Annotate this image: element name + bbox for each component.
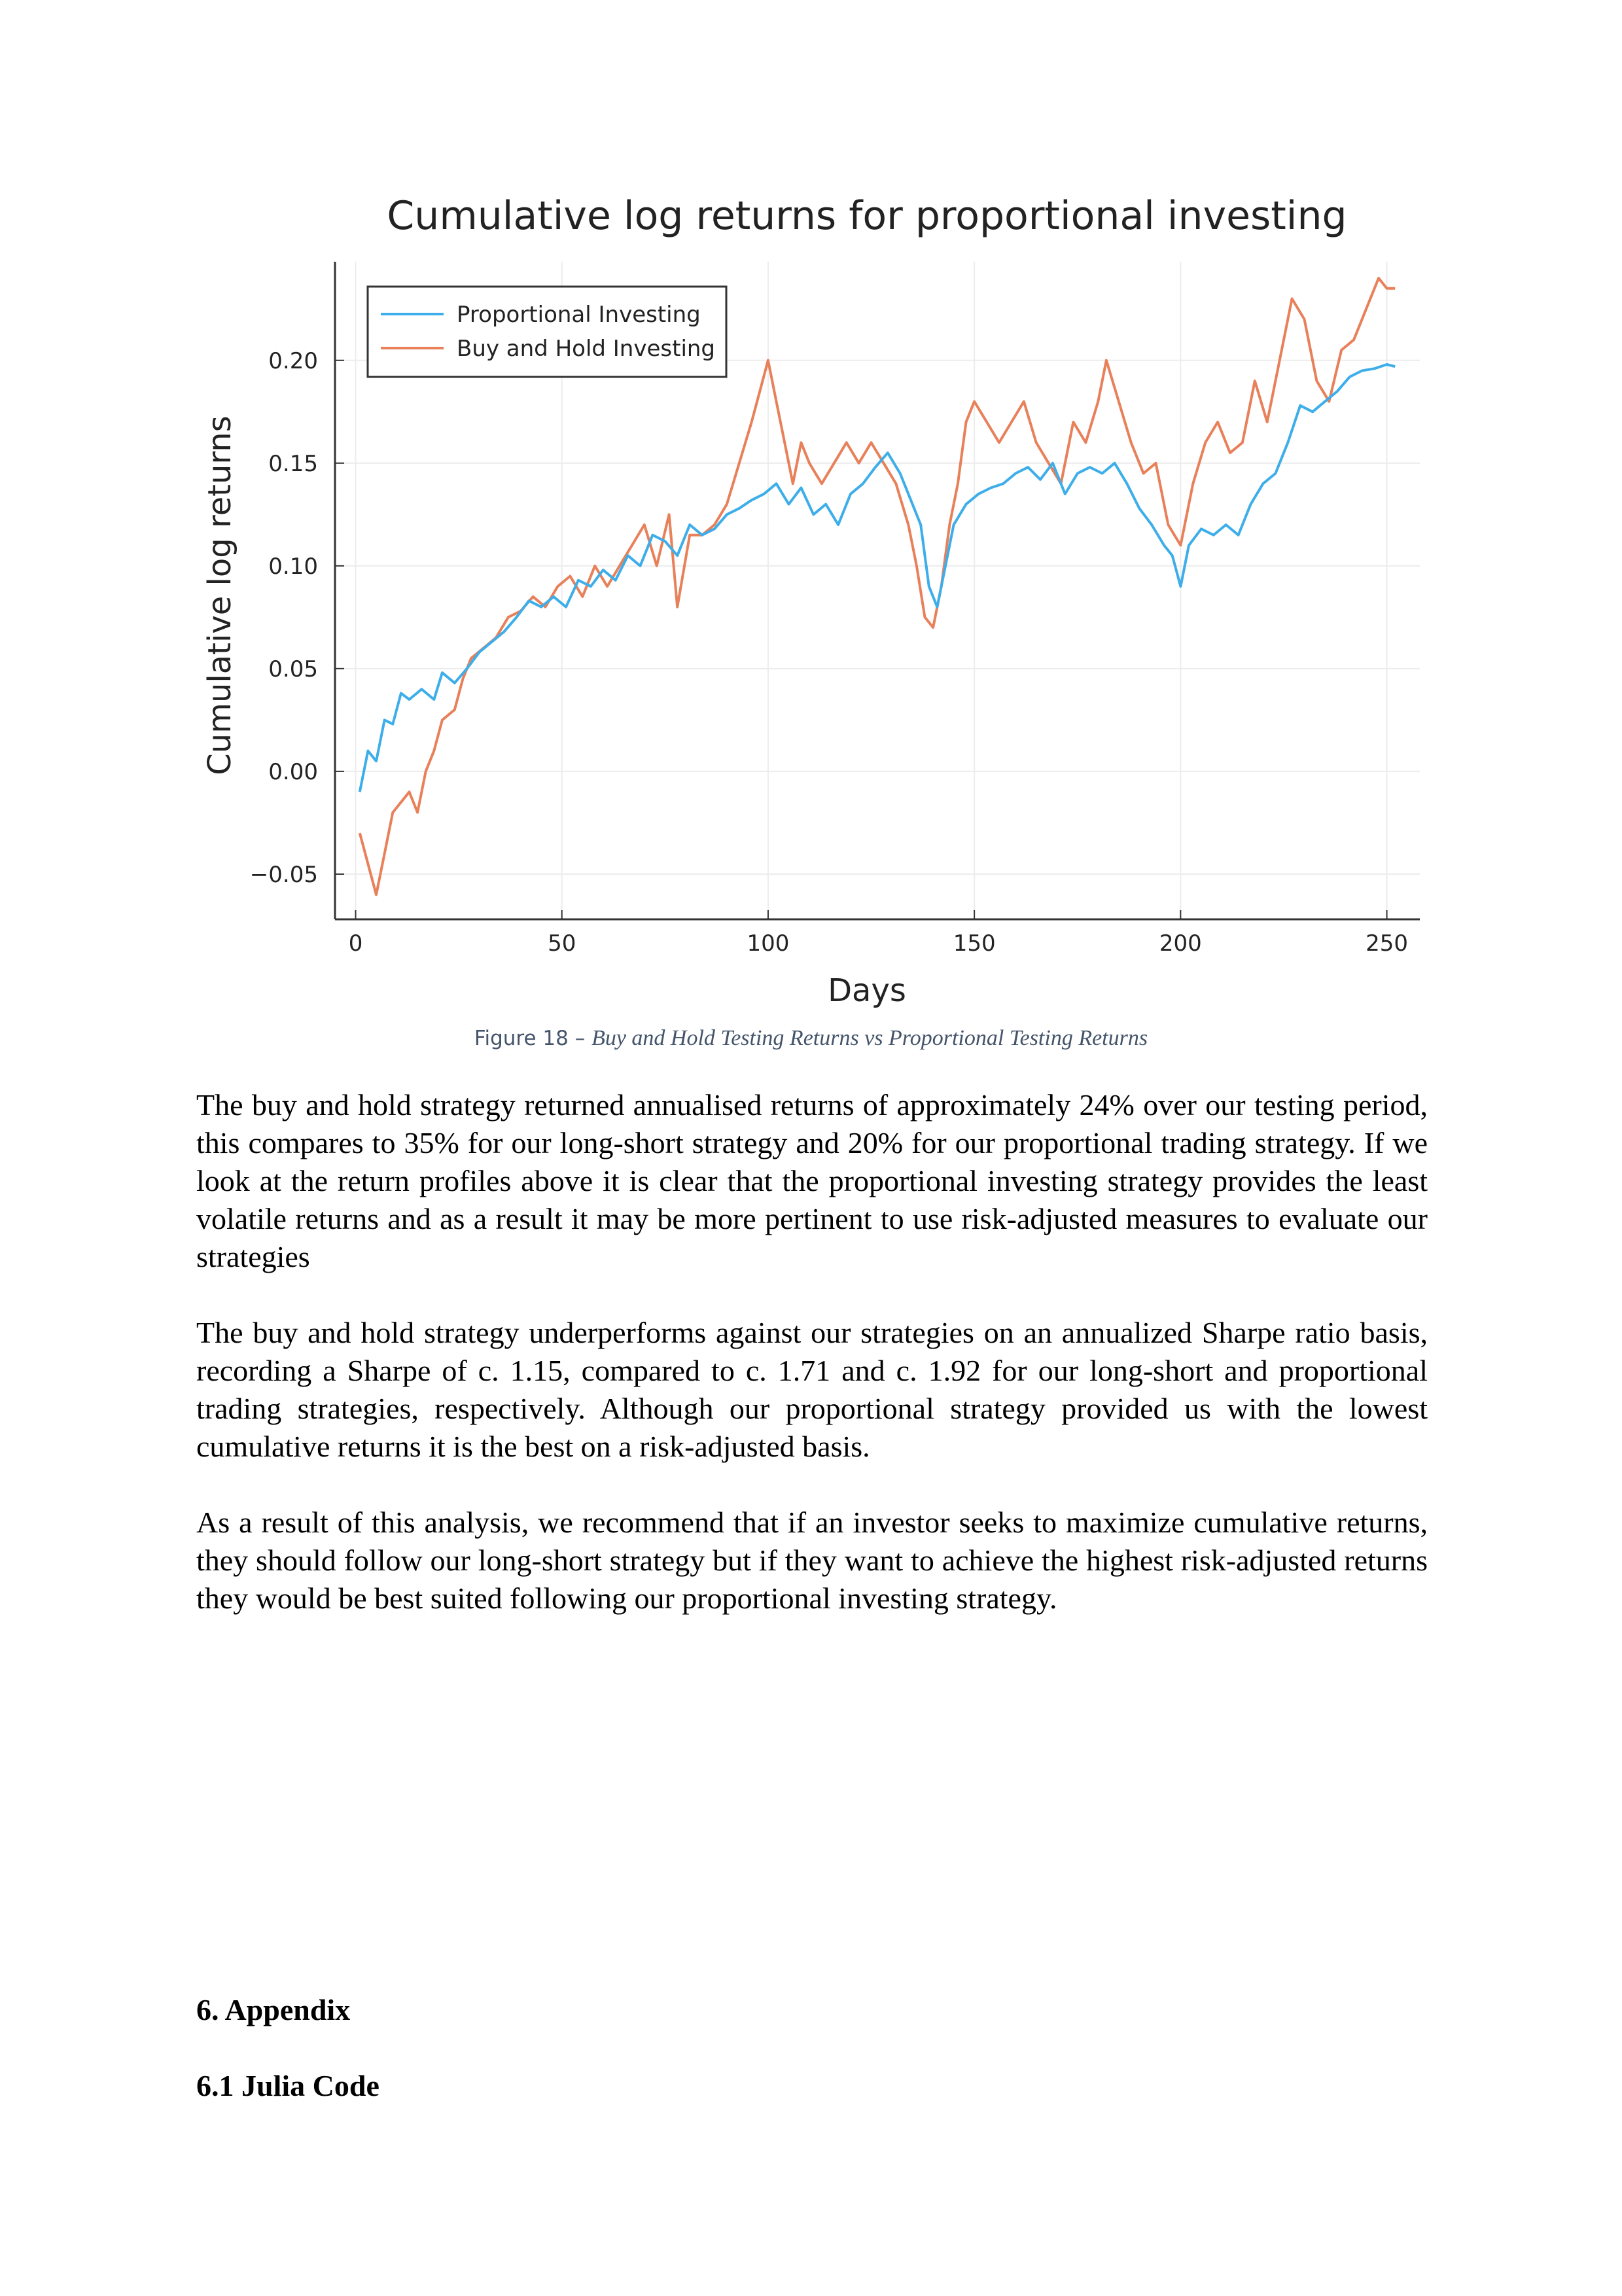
y-tick-label: 0.00 (268, 759, 318, 785)
caption-label: Figure 18 – (474, 1027, 592, 1050)
series-line-proportional (358, 363, 1396, 792)
paragraph-text: The buy and hold strategy underperforms … (196, 1316, 1428, 1463)
subsection-heading-julia-code: 6.1 Julia Code (196, 2069, 379, 2102)
paragraph-returns-summary: The buy and hold strategy returned annua… (196, 1086, 1428, 1276)
y-tick-label: 0.15 (268, 451, 318, 477)
line-chart: Cumulative log returns for proportional … (202, 193, 1420, 1009)
paragraph-text: The buy and hold strategy returned annua… (196, 1088, 1428, 1273)
paragraph-sharpe-ratio: The buy and hold strategy underperforms … (196, 1314, 1428, 1466)
paragraph-text: As a result of this analysis, we recomme… (196, 1506, 1428, 1615)
legend-label-proportional: Proportional Investing (457, 302, 701, 328)
chart-title: Cumulative log returns for proportional … (387, 193, 1347, 239)
paragraph-recommendation: As a result of this analysis, we recomme… (196, 1504, 1428, 1617)
y-tick-label: −0.05 (250, 862, 318, 888)
y-axis-label: Cumulative log returns (202, 415, 238, 775)
series-lines (358, 277, 1396, 896)
x-tick-label: 200 (1159, 930, 1202, 957)
caption-text: Buy and Hold Testing Returns vs Proporti… (591, 1026, 1148, 1050)
y-tick-label: 0.05 (268, 656, 318, 682)
series-line-buy-and-hold (358, 277, 1396, 896)
legend-label-buy-and-hold: Buy and Hold Investing (457, 336, 715, 362)
section-heading-appendix: 6. Appendix (196, 1993, 351, 2026)
x-tick-label: 150 (953, 930, 996, 957)
x-tick-label: 250 (1366, 930, 1408, 957)
legend: Proportional Investing Buy and Hold Inve… (366, 285, 728, 378)
x-tick-label: 100 (747, 930, 789, 957)
y-tick-label: 0.20 (268, 348, 318, 374)
legend-box (366, 285, 728, 378)
x-axis-label: Days (828, 972, 906, 1009)
x-tick-label: 0 (349, 930, 363, 957)
x-tick-label: 50 (548, 930, 576, 957)
figure-chart: Cumulative log returns for proportional … (190, 177, 1433, 1021)
y-tick-label: 0.10 (268, 554, 318, 580)
tick-labels: 0 50 100 150 200 250 −0.05 0.00 0.05 0.10 0.15 0.20 (250, 348, 1408, 957)
figure-caption: Figure 18 – Buy and Hold Testing Returns… (0, 1026, 1622, 1051)
axes (334, 262, 1420, 921)
